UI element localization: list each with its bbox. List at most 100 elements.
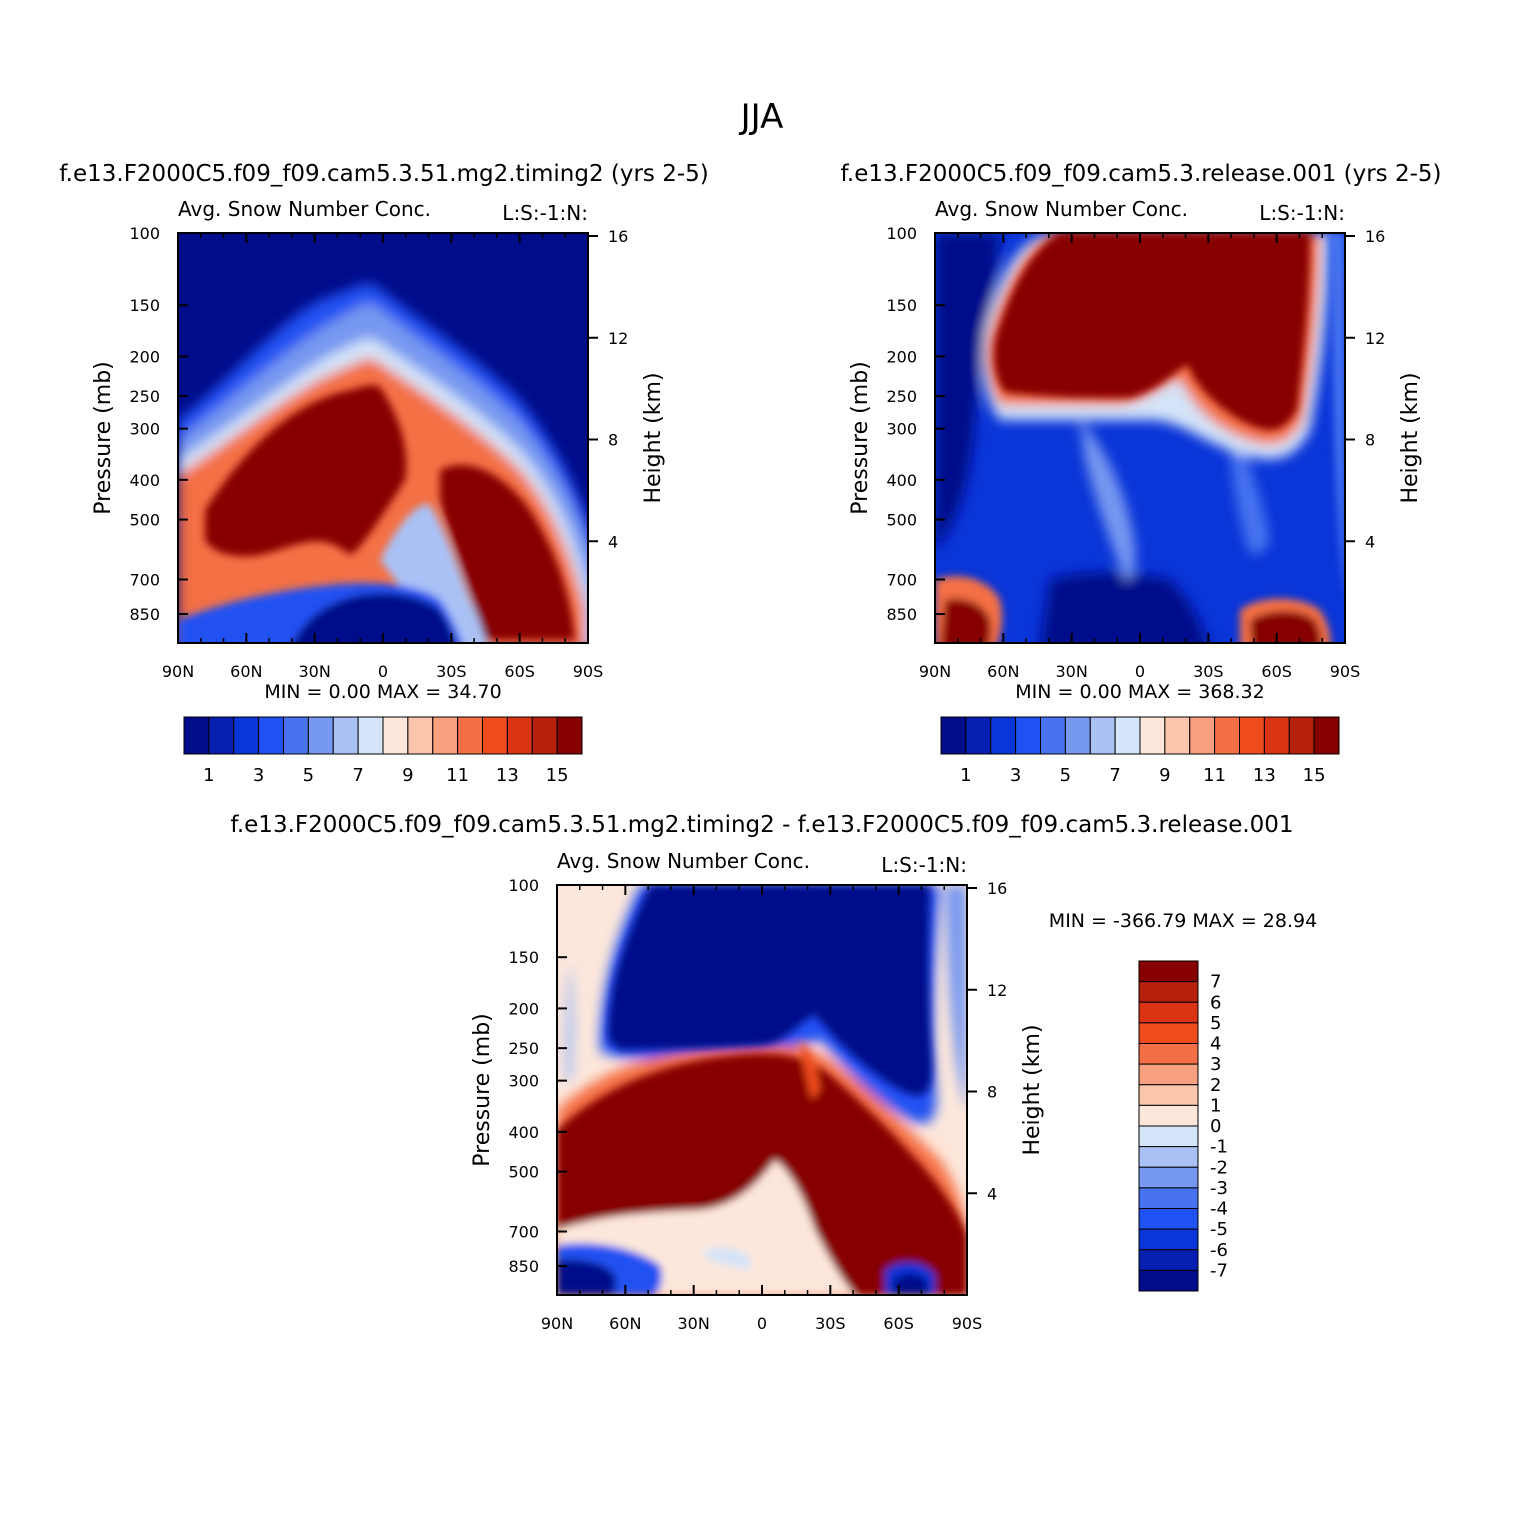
colorbar-box [1138,1146,1199,1168]
x-tick-label: 90N [541,1314,573,1333]
panel-2-subtitle-left: Avg. Snow Number Conc. [935,197,1188,221]
y-tick-label: 150 [508,948,539,967]
y-tick-label: 700 [886,570,917,589]
colorbar-label: 7 [352,765,363,786]
height-tick-label: 4 [608,532,618,551]
colorbar-box [1138,1022,1199,1044]
height-tick-label: 8 [608,431,618,450]
colorbar-box [233,716,260,755]
colorbar-box [990,716,1017,755]
colorbar-box [258,716,284,755]
colorbar-box [283,716,309,755]
colorbar-label: -5 [1210,1219,1228,1240]
x-tick-label: 30N [299,662,331,681]
panel-2-field [935,233,1345,643]
y-tick-label: 850 [886,605,917,624]
colorbar-box [457,716,483,755]
panel-3-title: f.e13.F2000C5.f09_f09.cam5.3.51.mg2.timi… [230,812,1293,838]
x-tick-label: 0 [1135,662,1145,681]
panel-3-subtitle-right: L:S:-1:N: [881,853,967,877]
panel-1-axes: 90N 60N 30N 0 30S 60S 90S 100 150 200 250 300 400 500… [129,224,628,681]
colorbar-box [1138,1166,1199,1189]
x-tick-label: 90N [919,662,951,681]
height-tick-label: 12 [987,981,1007,1000]
panel-2-title: f.e13.F2000C5.f09_f09.cam5.3.release.001… [840,161,1441,187]
colorbar-label: 13 [1253,765,1276,786]
panel-1-subtitle-right: L:S:-1:N: [502,201,588,225]
colorbar-label: -7 [1210,1260,1228,1281]
panel-2-ylabel-right: Height (km) [1398,372,1423,503]
y-tick-label: 850 [129,605,160,624]
height-tick-label: 4 [987,1184,997,1203]
x-tick-label: 30S [1193,662,1224,681]
height-tick-label: 12 [1365,329,1385,348]
colorbar-label: 1 [960,765,971,786]
colorbar-box [1064,716,1091,755]
y-tick-label: 250 [508,1039,539,1058]
colorbar-label: 3 [1210,1054,1221,1075]
panel-2-colorbar: 1 3 5 7 9 11 13 15 [940,716,1340,786]
colorbar-label: 15 [1303,765,1326,786]
x-tick-label: 60N [609,1314,641,1333]
colorbar-box [1263,716,1290,755]
figure-title: JJA [739,97,784,137]
colorbar-label: 1 [203,765,214,786]
panel-3-axes: 90N 60N 30N 0 30S 60S 90S 100 150 200 250 300 400 500… [508,876,1007,1333]
colorbar-box [1288,716,1315,755]
colorbar-label: 2 [1210,1075,1221,1096]
y-tick-label: 700 [129,570,160,589]
y-tick-label: 400 [886,471,917,490]
colorbar-box [1239,716,1265,755]
colorbar-box [1138,1063,1199,1086]
colorbar-label: 5 [1060,765,1071,786]
colorbar-label: 6 [1210,992,1221,1013]
x-tick-label: 90S [952,1314,983,1333]
colorbar-box [1138,981,1199,1003]
y-tick-label: 200 [129,347,160,366]
y-tick-label: 500 [508,1163,539,1182]
y-tick-label: 500 [886,511,917,530]
colorbar-label: 7 [1210,972,1221,993]
colorbar-label: 5 [303,765,314,786]
y-tick-label: 200 [508,999,539,1018]
panel-2: f.e13.F2000C5.f09_f09.cam5.3.release.001… [840,161,1441,786]
x-tick-label: 60S [1261,662,1292,681]
panel-1-colorbar: 1 3 5 7 9 11 13 15 [183,716,583,786]
y-tick-label: 250 [886,387,917,406]
panel-1-subtitle-left: Avg. Snow Number Conc. [178,197,431,221]
x-tick-label: 90S [1330,662,1361,681]
height-tick-label: 16 [987,879,1007,898]
colorbar-label: 11 [1203,765,1226,786]
colorbar-box [940,716,967,755]
colorbar-label: -4 [1210,1199,1228,1220]
colorbar-label: 0 [1210,1116,1221,1137]
colorbar-box [1138,1001,1199,1024]
y-tick-label: 400 [129,471,160,490]
colorbar-label: 1 [1210,1095,1221,1116]
panel-3-subtitle-left: Avg. Snow Number Conc. [557,849,810,873]
y-tick-label: 100 [886,224,917,243]
colorbar-label: 11 [446,765,469,786]
colorbar-box [1138,1043,1199,1065]
colorbar-label: -3 [1210,1178,1228,1199]
panel-3-field [557,885,967,1295]
x-tick-label: 90N [162,662,194,681]
y-tick-label: 300 [129,420,160,439]
colorbar-box [1138,1249,1199,1271]
colorbar-box [208,716,235,755]
x-tick-label: 60N [230,662,262,681]
x-tick-label: 60S [883,1314,914,1333]
colorbar-label: -6 [1210,1240,1228,1261]
colorbar-box [432,716,459,755]
height-tick-label: 16 [608,227,628,246]
colorbar-label: 4 [1210,1034,1221,1055]
height-tick-label: 12 [608,329,628,348]
panel-1-title: f.e13.F2000C5.f09_f09.cam5.3.51.mg2.timi… [59,161,709,187]
colorbar-box [1138,1208,1199,1230]
colorbar-box [482,716,508,755]
colorbar-box [357,716,384,755]
y-tick-label: 200 [886,347,917,366]
height-tick-label: 8 [987,1083,997,1102]
colorbar-label: 5 [1210,1013,1221,1034]
